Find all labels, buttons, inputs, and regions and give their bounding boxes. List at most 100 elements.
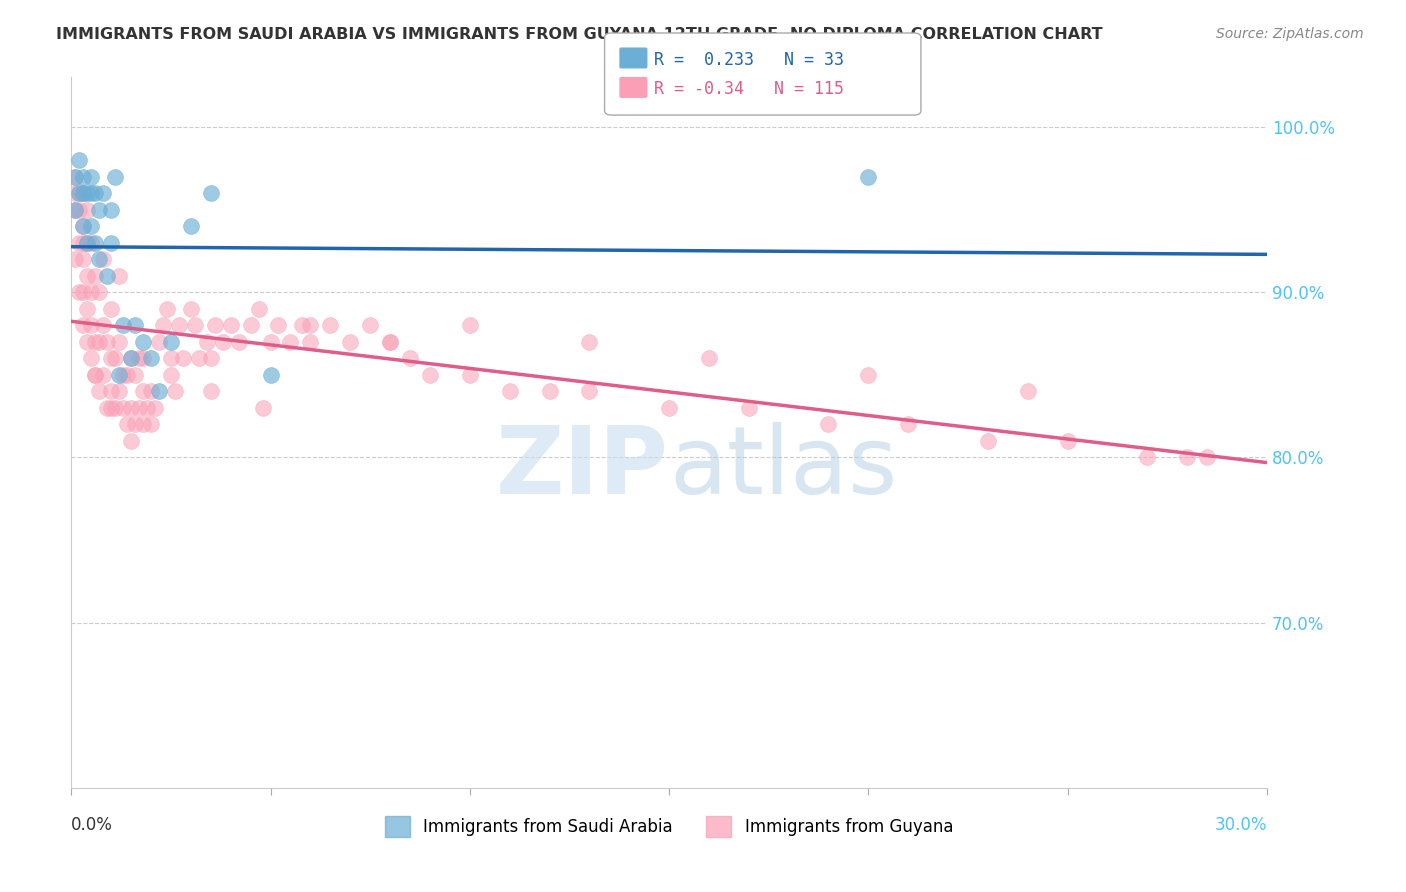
Point [104,351,127,366]
Point [112,401,135,415]
Point [458,318,481,333]
Point [72,285,94,300]
Point [120,434,142,448]
Point [399,351,422,366]
Point [80,219,103,234]
Point [96,401,118,415]
Point [172,351,194,366]
Point [108,384,131,399]
Point [319,318,342,333]
Point [132,384,155,399]
Point [267,318,290,333]
Text: atlas: atlas [669,422,897,514]
Point [167,318,190,333]
Point [139,351,162,366]
Point [259,368,281,382]
Point [697,351,720,366]
Point [115,368,138,382]
Point [359,318,381,333]
Point [538,384,561,399]
Point [89,285,111,300]
Point [115,417,138,432]
Point [187,351,209,366]
Point [108,268,131,283]
Point [124,318,146,333]
Point [65,202,87,217]
Point [76,202,98,217]
Point [100,351,122,366]
Point [76,301,98,316]
Point [211,334,233,349]
Point [112,368,135,382]
Point [200,351,222,366]
Point [80,351,103,366]
Point [156,301,179,316]
Point [72,318,94,333]
Point [160,351,183,366]
Point [72,186,94,200]
Point [67,202,90,217]
Point [72,219,94,234]
Point [160,368,183,382]
Point [76,235,98,250]
Point [128,351,150,366]
Point [91,318,114,333]
Point [148,334,170,349]
Point [204,318,226,333]
Point [96,268,118,283]
Point [72,252,94,267]
Point [163,384,186,399]
Point [247,301,270,316]
Point [65,252,87,267]
Point [136,401,159,415]
Point [1136,450,1159,465]
Point [1175,450,1198,465]
Point [498,384,520,399]
Point [67,285,90,300]
Point [72,235,94,250]
Point [72,186,94,200]
Text: 0.0%: 0.0% [72,816,112,834]
Point [578,384,600,399]
Point [252,401,274,415]
Point [89,334,111,349]
Point [80,235,103,250]
Point [299,334,322,349]
Point [67,186,90,200]
Point [339,334,361,349]
Point [100,301,122,316]
Point [108,334,131,349]
Point [80,285,103,300]
Point [132,334,155,349]
Point [1017,384,1039,399]
Point [120,351,142,366]
Point [1056,434,1078,448]
Legend: Immigrants from Saudi Arabia, Immigrants from Guyana: Immigrants from Saudi Arabia, Immigrants… [378,810,960,844]
Point [112,318,135,333]
Point [91,252,114,267]
Point [100,401,122,415]
Point [76,235,98,250]
Point [108,368,131,382]
Point [858,169,880,184]
Point [239,318,262,333]
Point [65,186,87,200]
Text: ZIP: ZIP [496,422,669,514]
Point [76,268,98,283]
Point [91,368,114,382]
Point [91,186,114,200]
Point [124,417,146,432]
Point [184,318,207,333]
Point [132,351,155,366]
Point [76,334,98,349]
Point [100,235,122,250]
Point [89,384,111,399]
Point [65,202,87,217]
Point [180,219,202,234]
Point [124,368,146,382]
Point [89,252,111,267]
Point [977,434,1000,448]
Point [84,368,107,382]
Point [84,334,107,349]
Point [259,334,281,349]
